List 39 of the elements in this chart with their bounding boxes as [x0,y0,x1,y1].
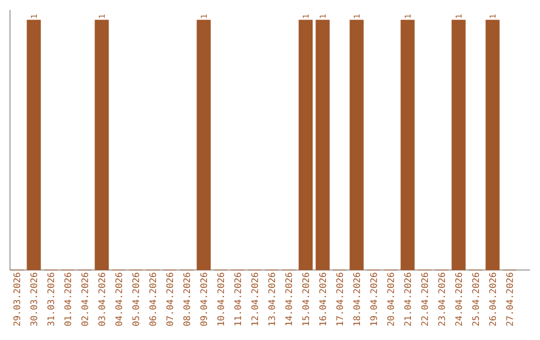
data-label: 1 [456,14,462,18]
data-label: 1 [98,14,105,18]
data-label: 1 [30,14,37,18]
x-tick-label: 04.04.2026 [115,272,122,326]
x-tick-label: 13.04.2026 [268,272,276,326]
x-tick-label: 14.04.2026 [285,272,292,326]
data-label: 1 [302,14,309,18]
x-tick-label: 07.04.2026 [166,272,174,326]
data-label: 1 [320,14,326,18]
data-label: 1 [354,14,360,18]
x-tick-label: 03.04.2026 [98,272,106,326]
x-tick-label: 15.04.2026 [302,272,310,326]
x-tick-label: 24.04.2026 [455,272,462,326]
x-tick-label: 20.04.2026 [387,272,394,326]
x-tick-label: 05.04.2026 [132,272,140,326]
data-label: 1 [404,14,411,18]
x-tick-label: 22.04.2026 [421,272,428,326]
x-tick-label: 19.04.2026 [370,272,378,326]
x-tick-label: 01.04.2026 [64,272,72,326]
x-tick-label: 30.03.2026 [30,272,38,326]
x-tick-label: 02.04.2026 [81,272,88,326]
x-tick-label: 29.03.2026 [13,272,20,326]
x-tick-label: 10.04.2026 [217,272,224,326]
x-tick-label: 08.04.2026 [183,272,190,326]
x-tick-label: 25.04.2026 [472,272,480,326]
x-tick-label: 16.04.2026 [319,272,326,326]
x-tick-label: 11.04.2026 [234,272,242,326]
x-tick-label: 21.04.2026 [404,272,412,326]
data-label: 1 [490,14,496,18]
x-tick-label: 23.04.2026 [438,272,446,326]
x-tick-label: 12.04.2026 [251,272,258,326]
x-tick-label: 17.04.2026 [336,272,344,326]
x-tick-label: 27.04.2026 [506,272,514,326]
x-tick-label: 06.04.2026 [149,272,156,326]
x-tick-label: 09.04.2026 [200,272,208,326]
x-tick-label: 26.04.2026 [489,272,496,326]
data-label: 1 [200,14,207,18]
x-tick-label: 18.04.2026 [353,272,360,326]
x-tick-label: 31.03.2026 [47,272,54,326]
